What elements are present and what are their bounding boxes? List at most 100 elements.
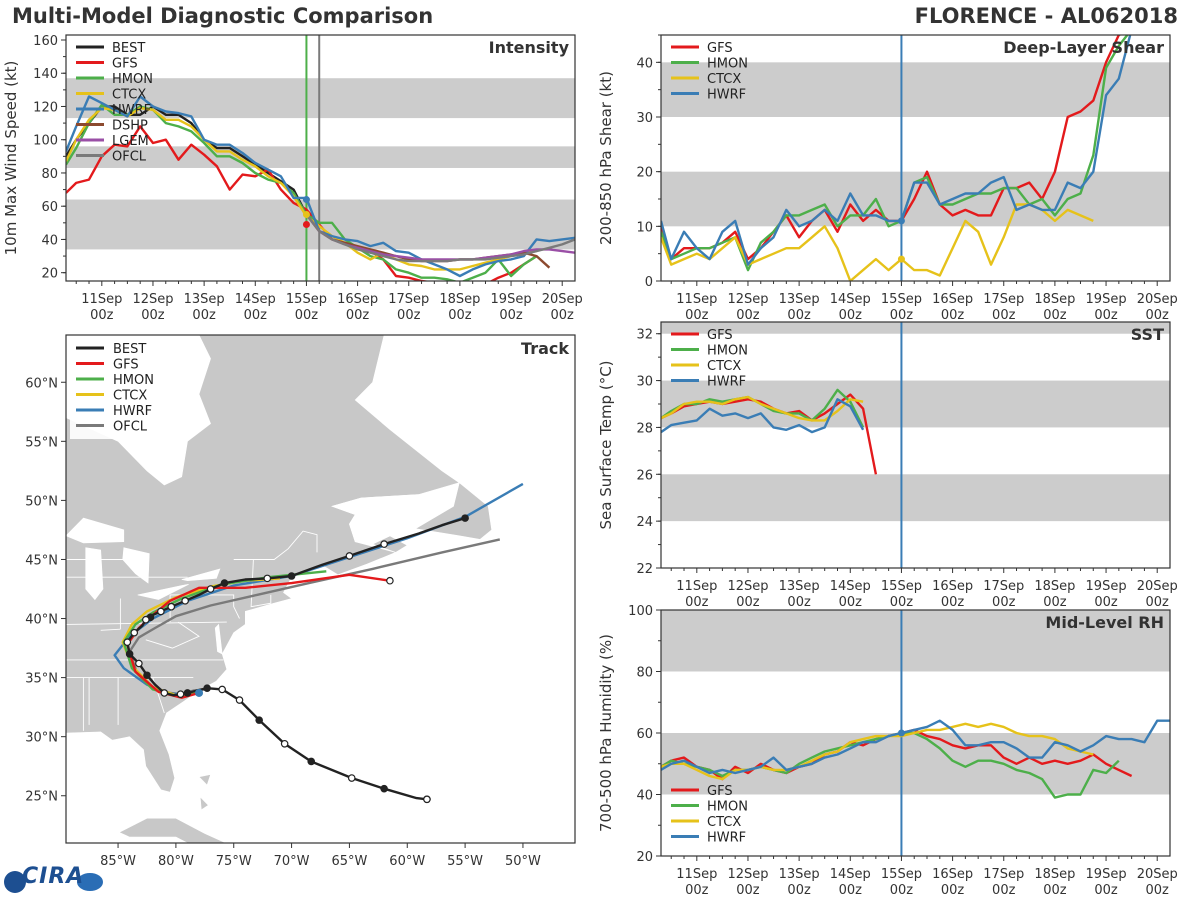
track-dot-open	[157, 607, 165, 616]
shear-ytick-label: 10	[636, 220, 653, 235]
track-dot-hwrf	[195, 688, 204, 697]
rh-xtick-label: 15Sep	[881, 867, 922, 882]
intensity-xtick-label: 18Sep	[439, 292, 480, 307]
track-ytick-label: 30°N	[25, 731, 58, 746]
rh-legend-label-ctcx: CTCX	[707, 815, 741, 830]
intensity-legend-label-ctcx: CTCX	[112, 88, 146, 103]
shear-xtick-label: 00z	[1094, 308, 1118, 323]
sst-xtick-label: 11Sep	[676, 579, 717, 594]
water-body-7	[214, 623, 223, 655]
track-xtick-label: 70°W	[274, 854, 310, 869]
intensity-xtick-label: 00z	[192, 308, 216, 323]
rh-ytick-label: 80	[636, 666, 653, 681]
rh-xtick-label: 00z	[1146, 883, 1170, 898]
track-ytick-label: 50°N	[25, 494, 58, 509]
track-ytick-label: 35°N	[25, 672, 58, 687]
sst-xtick-label: 00z	[941, 595, 965, 610]
shear-xtick-label: 18Sep	[1034, 292, 1075, 307]
sst-panel: 22242628303211Sep00z12Sep00z13Sep00z14Se…	[597, 321, 1178, 610]
water-body-4	[122, 547, 150, 584]
rh-band-0	[661, 733, 1170, 795]
intensity-ytick-label: 160	[33, 34, 58, 49]
sst-xtick-label: 15Sep	[881, 579, 922, 594]
sst-ytick-label: 26	[636, 468, 653, 483]
shear-marker-hwrf	[897, 217, 905, 225]
sst-legend-label-gfs: GFS	[707, 328, 733, 343]
rh-xtick-label: 17Sep	[983, 867, 1024, 882]
sst-legend-label-hmon: HMON	[707, 344, 748, 359]
shear-xtick-label: 11Sep	[676, 292, 717, 307]
track-legend-label-gfs: GFS	[113, 358, 139, 373]
sst-legend-label-hwrf: HWRF	[707, 375, 746, 390]
rh-ytick-label: 60	[636, 727, 653, 742]
shear-series-ctcx	[661, 203, 1094, 281]
intensity-marker-hwrf	[302, 196, 310, 204]
track-xtick-label: 85°W	[100, 854, 136, 869]
intensity-series-ctcx	[66, 106, 537, 271]
sst-xtick-label: 00z	[1094, 595, 1118, 610]
track-dot-open	[380, 540, 388, 548]
intensity-ytick-label: 120	[33, 100, 58, 115]
track-panel: 85°W 80°W 75°W 70°W 65°W 60°W 55°W 50°W 25°N 30°N…	[25, 334, 576, 869]
intensity-ytick-label: 140	[33, 67, 58, 82]
track-dot-filled	[203, 684, 211, 693]
sst-legend-label-ctcx: CTCX	[707, 359, 741, 374]
track-dot-filled	[183, 689, 192, 697]
sst-band-1	[661, 380, 1170, 428]
cira-logo-graphic	[4, 871, 103, 893]
track-legend-label-ofcl: OFCL	[113, 420, 148, 435]
sst-xtick-label: 18Sep	[1034, 579, 1075, 594]
track-ytick-label: 55°N	[25, 435, 58, 450]
sst-ytick-label: 28	[636, 421, 653, 436]
rh-ylabel: 700-500 hPa Humidity (%)	[597, 634, 615, 832]
land-mass-1	[414, 482, 493, 540]
figure-title: Multi-Model Diagnostic Comparison	[12, 4, 434, 28]
track-frame	[65, 334, 576, 844]
intensity-marker-gfs	[302, 220, 310, 228]
sst-series-hwrf	[661, 398, 865, 434]
track-dot-open	[135, 659, 143, 668]
track-dot-filled	[220, 579, 229, 587]
sst-ylabel: Sea Surface Temp (°C)	[597, 360, 615, 529]
track-dot-open	[347, 774, 356, 782]
intensity-legend-label-lgem: LGEM	[112, 134, 149, 149]
shear-xtick-label: 16Sep	[932, 292, 973, 307]
sst-series-group	[661, 388, 878, 475]
intensity-legend-label-ofcl: OFCL	[112, 150, 147, 165]
rh-legend-label-gfs: GFS	[707, 784, 733, 799]
track-dot-filled	[461, 514, 469, 522]
intensity-xtick-label: 16Sep	[337, 292, 378, 307]
shear-ylabel: 200-850 hPa Shear (kt)	[597, 71, 615, 245]
land-mass-3	[118, 817, 227, 843]
rh-legend-label-hwrf: HWRF	[707, 831, 746, 846]
rh-ytick-label: 40	[636, 789, 653, 804]
track-xtick-label: 65°W	[331, 854, 367, 869]
shear-ytick-label: 0	[645, 275, 653, 290]
cira-logo-globe	[4, 871, 26, 893]
track-ytick-label: 45°N	[25, 553, 58, 568]
intensity-xtick-label: 14Sep	[235, 292, 276, 307]
shear-ytick-label: 20	[636, 166, 653, 181]
shear-legend-label-gfs: GFS	[707, 41, 733, 56]
intensity-xtick-label: 13Sep	[184, 292, 225, 307]
sst-title: SST	[1131, 325, 1164, 344]
intensity-xtick-label: 11Sep	[81, 292, 122, 307]
rh-xtick-label: 00z	[685, 883, 709, 898]
shear-ytick-label: 30	[636, 111, 653, 126]
rh-band-1	[661, 610, 1170, 672]
rh-ytick-label: 20	[636, 850, 653, 865]
track-xtick-label: 80°W	[158, 854, 194, 869]
rh-xtick-label: 18Sep	[1034, 867, 1075, 882]
sst-xtick-label: 16Sep	[932, 579, 973, 594]
shear-xtick-label: 13Sep	[779, 292, 820, 307]
rh-xtick-label: 13Sep	[779, 867, 820, 882]
track-dot-open	[181, 597, 189, 605]
rh-xtick-label: 14Sep	[830, 867, 871, 882]
track-dot-filled	[143, 671, 151, 680]
sst-band-0	[661, 474, 1170, 522]
shear-series-group	[661, 35, 1132, 281]
storm-name: FLORENCE - AL062018	[914, 4, 1178, 28]
sst-ytick-label: 24	[636, 515, 653, 530]
track-dot-gfs-end	[386, 576, 394, 585]
